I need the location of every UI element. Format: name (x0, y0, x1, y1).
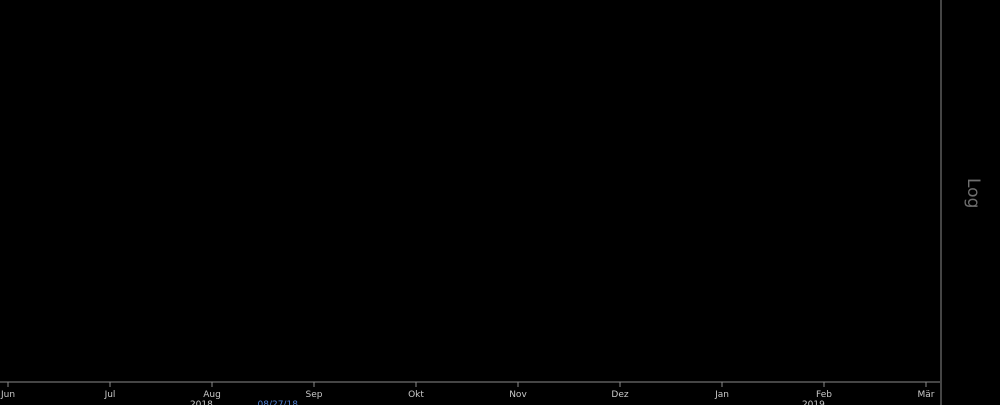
x-tick-label: Nov (509, 390, 527, 400)
x-tick-label: Feb (816, 390, 832, 400)
x-tick-label: Jun (0, 390, 15, 400)
x-axis: Jun Jul Aug Sep Okt Nov Dez Jan Feb Mär 2018 2019 08… (0, 381, 940, 405)
x-year-label: 2018 (190, 400, 213, 405)
x-tick-label: Dez (611, 390, 628, 400)
x-tick-label: Mär (918, 390, 935, 400)
x-year-label: 2019 (802, 400, 825, 405)
y-axis: 80859095100105110 (940, 0, 942, 405)
x-tick-label: Okt (408, 390, 424, 400)
x-date-stamp: 08/27/18 (258, 400, 299, 405)
log-scale-label: Log (963, 178, 983, 208)
x-tick-label: Aug (203, 390, 221, 400)
x-tick-label: Sep (306, 390, 323, 400)
x-tick-label: Jul (104, 390, 116, 400)
x-tick-label: Jan (714, 390, 729, 400)
